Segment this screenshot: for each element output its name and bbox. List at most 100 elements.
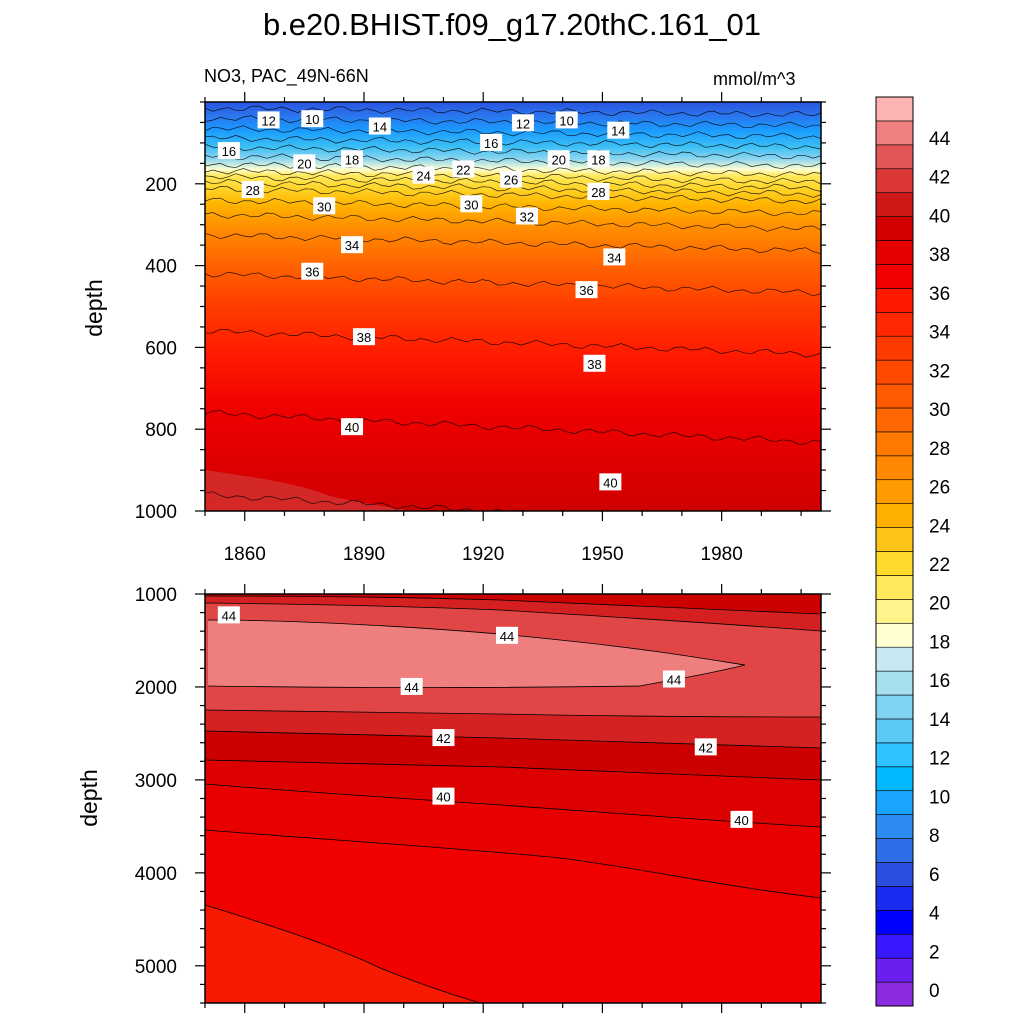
contour-label-box bbox=[587, 182, 610, 200]
colorbar-swatch bbox=[875, 216, 914, 241]
lower-contour-lines bbox=[205, 595, 821, 1003]
y-tick-label: 1000 bbox=[135, 585, 177, 606]
contour-label-text: 40 bbox=[734, 813, 748, 828]
axes-group: 200 400 600 800 1000 1000 2000 3000 4000 5000 1860… bbox=[135, 92, 831, 1013]
contour-label-text: 20 bbox=[297, 156, 311, 171]
contour-label-text: 12 bbox=[261, 113, 275, 128]
colorbar-swatch bbox=[875, 455, 914, 481]
x-tick-label: 1920 bbox=[462, 544, 504, 565]
contour-label-box bbox=[583, 354, 606, 372]
contour-label-box bbox=[432, 729, 455, 747]
colorbar-swatch bbox=[875, 311, 914, 337]
contour-label-box bbox=[368, 117, 391, 135]
isoline-34 bbox=[205, 233, 821, 255]
contour-label-text: 44 bbox=[404, 680, 418, 695]
colorbar-swatch bbox=[875, 359, 914, 385]
colorbar-swatch bbox=[875, 766, 914, 792]
chart-title: b.e20.BHIST.f09_g17.20thC.161_01 bbox=[262, 7, 762, 42]
colorbar-swatch bbox=[875, 886, 914, 911]
contour-label-box bbox=[460, 195, 483, 213]
colorbar-swatch bbox=[875, 240, 914, 265]
colorbar-label: 24 bbox=[929, 516, 951, 537]
contour-label-box bbox=[400, 677, 423, 695]
colorbar-swatch bbox=[875, 503, 914, 528]
colorbar-swatch bbox=[875, 742, 914, 768]
colorbar-swatch bbox=[875, 120, 914, 146]
colorbar-label: 40 bbox=[929, 206, 950, 227]
contour-label-text: 24 bbox=[416, 169, 430, 184]
colorbar-swatch bbox=[875, 790, 914, 815]
colorbar-swatch bbox=[875, 431, 914, 457]
x-tick-label: 1950 bbox=[581, 544, 623, 565]
contour-label: 12 bbox=[257, 111, 280, 129]
contour-label: 34 bbox=[603, 248, 626, 265]
contour-label: 14 bbox=[607, 121, 630, 139]
colorbar-swatch bbox=[875, 718, 914, 744]
y-tick-label: 4000 bbox=[135, 864, 177, 885]
contour-label-box bbox=[241, 180, 264, 198]
colorbar-swatch bbox=[875, 814, 914, 839]
contour-label: 44 bbox=[400, 677, 423, 695]
lower-y-axis-label: depth bbox=[76, 769, 102, 827]
contour-label: 28 bbox=[241, 180, 264, 198]
colorbar-label: 10 bbox=[929, 787, 950, 808]
contour-label-box bbox=[217, 606, 240, 624]
contour-label: 44 bbox=[662, 670, 685, 688]
y-tick-label: 1000 bbox=[135, 502, 177, 523]
colorbar-label: 2 bbox=[929, 942, 940, 963]
contour-label: 32 bbox=[515, 207, 538, 225]
colorbar: 0246810121416182022242628303234363840424… bbox=[875, 96, 951, 1007]
colorbar-label: 20 bbox=[929, 594, 950, 615]
contour-label-box bbox=[662, 670, 685, 688]
colorbar-label: 16 bbox=[929, 671, 950, 692]
contour-label-text: 28 bbox=[245, 183, 259, 198]
colorbar-swatch bbox=[875, 599, 914, 624]
colorbar-swatch bbox=[875, 144, 914, 170]
contour-label-box bbox=[341, 236, 364, 254]
contour-label-text: 34 bbox=[607, 250, 621, 265]
chart-subtitle-variable: NO3, PAC_49N-66N bbox=[204, 66, 369, 86]
colorbar-swatch bbox=[875, 168, 914, 193]
contour-label-box bbox=[587, 150, 610, 168]
contour-label-text: 42 bbox=[699, 740, 713, 755]
colorbar-swatch bbox=[875, 957, 914, 983]
contour-label-box bbox=[547, 150, 570, 168]
contour-label-text: 18 bbox=[591, 152, 605, 167]
contour-label: 10 bbox=[555, 111, 578, 129]
contour-label: 36 bbox=[575, 281, 598, 299]
colorbar-label: 14 bbox=[929, 710, 951, 731]
colorbar-label: 18 bbox=[929, 632, 950, 653]
contour-label-text: 36 bbox=[579, 283, 593, 298]
contour-label: 34 bbox=[341, 236, 364, 254]
contour-label-text: 28 bbox=[591, 185, 605, 200]
contour-labels: 12 10 14 16 20 18 12 10 14 16 20 18 24 22 26 28 30 30 28 32… bbox=[217, 110, 753, 828]
colorbar-label: 0 bbox=[929, 981, 940, 1002]
upper-deep-shade bbox=[205, 470, 410, 511]
contour-label: 30 bbox=[460, 195, 483, 213]
contour-label: 40 bbox=[341, 418, 364, 436]
contour-label-text: 18 bbox=[345, 152, 359, 167]
lower-band-45 bbox=[208, 620, 745, 688]
x-tick-label: 1860 bbox=[224, 544, 266, 565]
contour-label: 30 bbox=[313, 197, 336, 215]
colorbar-swatch bbox=[875, 838, 914, 863]
chart-units: mmol/m^3 bbox=[713, 69, 796, 89]
colorbar-swatch bbox=[875, 862, 914, 887]
colorbar-label: 44 bbox=[929, 129, 951, 150]
contour-label: 38 bbox=[583, 354, 606, 372]
isoline-40 bbox=[205, 410, 821, 445]
contour-label-box bbox=[301, 110, 324, 128]
contour-label: 26 bbox=[500, 170, 523, 188]
contour-label-box bbox=[599, 473, 622, 491]
contour-label-text: 12 bbox=[516, 116, 530, 131]
colorbar-swatch bbox=[875, 575, 914, 600]
contour-label: 18 bbox=[341, 150, 364, 168]
contour-label-text: 40 bbox=[345, 420, 359, 435]
isoline-12 bbox=[205, 125, 821, 140]
contour-label: 42 bbox=[432, 729, 455, 747]
contour-label-box bbox=[341, 150, 364, 168]
isoline-32 bbox=[205, 212, 821, 232]
isoline-30 bbox=[205, 197, 821, 217]
contour-label: 14 bbox=[368, 117, 391, 135]
